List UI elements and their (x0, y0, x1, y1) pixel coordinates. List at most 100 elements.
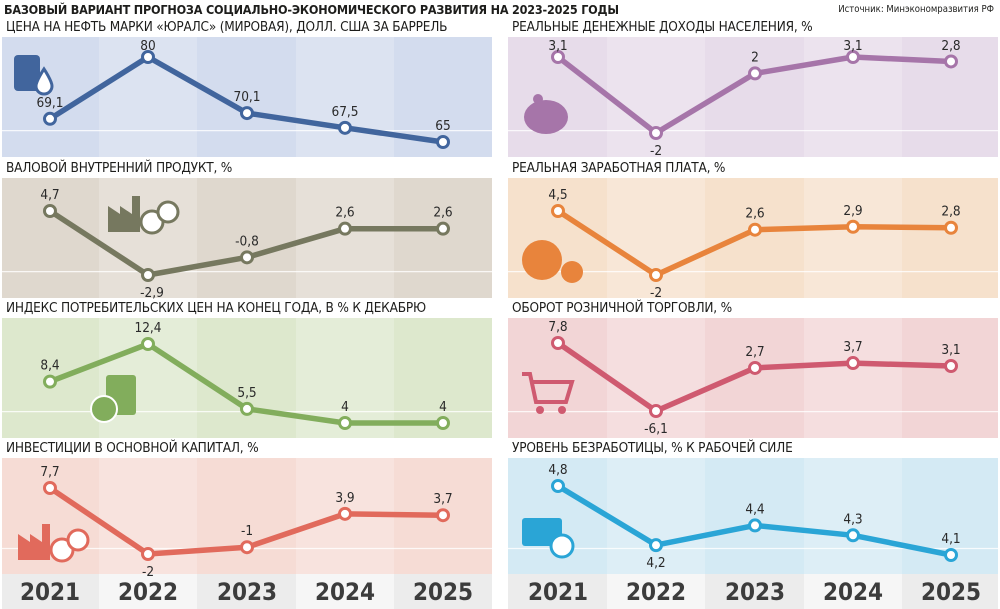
data-point (551, 336, 565, 350)
panel-bg-cpi (2, 318, 492, 438)
data-point (649, 126, 663, 140)
data-point (43, 111, 57, 126)
data-point (338, 120, 352, 135)
data-point (846, 528, 860, 543)
data-label: -1 (241, 523, 253, 539)
data-point (944, 220, 958, 235)
data-point (338, 221, 352, 236)
panel-title-gdp: ВАЛОВОЙ ВНУТРЕННИЙ ПРОДУКТ, % (6, 160, 233, 176)
x-badge (549, 533, 575, 559)
data-point (748, 66, 762, 81)
year-band (804, 458, 902, 574)
year-label: 2024 (823, 578, 883, 606)
data-point (649, 268, 663, 282)
year-label: 2022 (626, 578, 686, 606)
data-label: 3,9 (335, 490, 354, 506)
data-point (551, 479, 565, 493)
source-note: Источник: Минэкономразвития РФ (838, 4, 994, 15)
year-label: 2023 (725, 578, 785, 606)
panel-title-retail: ОБОРОТ РОЗНИЧНОЙ ТОРГОВЛИ, % (512, 300, 732, 316)
shopping-cart-icon (522, 372, 575, 414)
data-label: 2,6 (745, 206, 764, 222)
panel-bg-wage (508, 178, 998, 298)
factory-icon (108, 196, 180, 235)
oil-barrel-icon (14, 55, 54, 96)
panel-bg-income (508, 37, 998, 157)
data-label: 2 (751, 49, 759, 65)
panel-title-wage: РЕАЛЬНАЯ ЗАРАБОТНАЯ ПЛАТА, % (512, 160, 726, 176)
data-label: 67,5 (331, 104, 358, 120)
year-label: 2021 (20, 578, 80, 606)
data-label: 5,5 (237, 385, 256, 401)
data-label: 69,1 (36, 95, 63, 111)
data-label: -2 (142, 564, 154, 580)
data-point (944, 358, 958, 373)
data-label: 4 (341, 399, 349, 415)
ruble-coin-icon (522, 240, 583, 283)
year-label: 2024 (315, 578, 375, 606)
data-point (43, 204, 57, 218)
data-label: 2,7 (745, 344, 764, 360)
year-band (804, 318, 902, 438)
data-point (944, 548, 958, 562)
data-point (748, 518, 762, 533)
badge2 (66, 528, 90, 552)
coin-small (561, 261, 583, 283)
panel-title-cpi: ИНДЕКС ПОТРЕБИТЕЛЬСКИХ ЦЕН НА КОНЕЦ ГОДА… (6, 300, 426, 316)
data-point (846, 219, 860, 234)
year-band (607, 458, 705, 574)
data-label: 4,8 (548, 462, 567, 478)
data-label: 2,8 (941, 204, 960, 220)
year-band (296, 37, 394, 157)
panel-bg-retail (508, 318, 998, 438)
data-label: 4,7 (40, 187, 59, 203)
data-label: 65 (435, 118, 450, 134)
pig-body (524, 100, 568, 134)
data-point (551, 50, 565, 64)
panel-bg-gdp (2, 178, 492, 298)
year-strip-band (607, 574, 705, 609)
data-point (436, 135, 450, 149)
data-label: 3,7 (843, 339, 862, 355)
data-label: -2 (650, 143, 662, 159)
barrel-body (14, 55, 40, 91)
wheel (536, 406, 544, 414)
data-label: 2,8 (941, 38, 960, 54)
data-label: 3,1 (941, 342, 960, 358)
piggy-bank-icon (524, 94, 568, 134)
panel-title-oil: ЦЕНА НА НЕФТЬ МАРКИ «ЮРАЛС» (МИРОВАЯ), Д… (6, 19, 448, 35)
data-point (240, 250, 254, 265)
data-label: 4 (439, 399, 447, 415)
data-label: 2,6 (433, 205, 452, 221)
coin (522, 240, 562, 280)
year-strip-band (804, 574, 902, 609)
year-label: 2021 (528, 578, 588, 606)
panel-title-income: РЕАЛЬНЫЕ ДЕНЕЖНЫЕ ДОХОДЫ НАСЕЛЕНИЯ, % (512, 19, 813, 35)
data-label: 4,2 (646, 555, 665, 571)
coin (533, 94, 543, 104)
data-point (846, 50, 860, 64)
data-point (748, 222, 762, 237)
year-strip-band (296, 574, 394, 609)
data-point (846, 356, 860, 371)
year-strip-left (2, 574, 492, 609)
data-point (436, 508, 450, 523)
cart (522, 372, 575, 404)
data-point (338, 416, 352, 430)
data-label: 2,6 (335, 205, 354, 221)
data-point (240, 540, 254, 555)
data-point (944, 54, 958, 69)
drop (34, 66, 54, 96)
year-label: 2025 (921, 578, 981, 606)
data-label: -0,8 (235, 233, 259, 249)
year-band (607, 318, 705, 438)
data-label: -2,9 (140, 285, 164, 301)
data-label: 70,1 (233, 89, 260, 105)
data-label: 3,1 (548, 38, 567, 54)
page-title: БАЗОВЫЙ ВАРИАНТ ПРОГНОЗА СОЦИАЛЬНО-ЭКОНО… (4, 2, 619, 17)
data-point (240, 401, 254, 416)
panel-title-unemp: УРОВЕНЬ БЕЗРАБОТИЦЫ, % К РАБОЧЕЙ СИЛЕ (512, 440, 793, 456)
data-point (141, 268, 155, 282)
data-label: -2 (650, 285, 662, 301)
briefcase-x-icon (522, 518, 575, 559)
